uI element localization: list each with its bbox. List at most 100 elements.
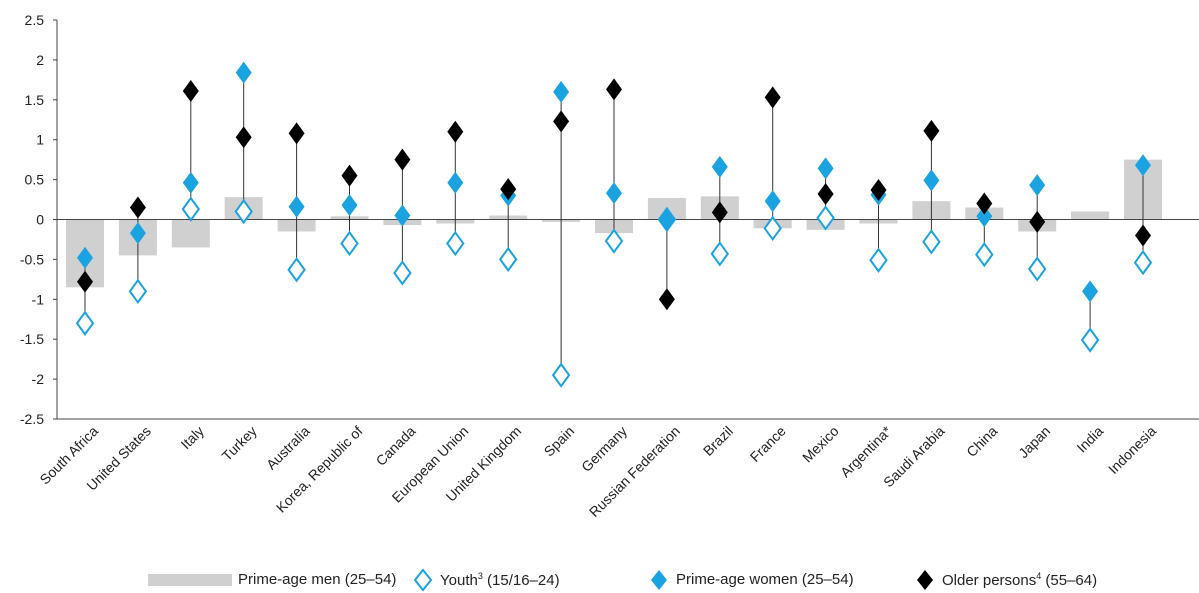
marker-older — [658, 288, 675, 311]
marker-women — [447, 171, 464, 194]
marker-older — [711, 201, 728, 224]
marker-women — [658, 207, 675, 230]
marker-women — [182, 171, 199, 194]
marker-older — [288, 122, 305, 145]
marker-women — [341, 194, 358, 217]
marker-older — [870, 178, 887, 201]
marker-youth — [869, 247, 888, 273]
x-category-label: Canada — [373, 423, 419, 469]
x-category-label: China — [963, 423, 1000, 460]
marker-women — [394, 204, 411, 227]
marker-women — [817, 157, 834, 180]
marker-youth — [551, 362, 571, 388]
marker-women — [1029, 174, 1046, 197]
y-tick-label: -2.5 — [20, 411, 44, 427]
x-category-label: India — [1073, 423, 1106, 456]
x-category-label: Japan — [1015, 423, 1053, 461]
marker-women — [711, 155, 728, 178]
marker-women — [288, 195, 305, 218]
y-tick-label: -1.5 — [20, 331, 44, 347]
marker-women — [764, 190, 781, 213]
legend-item-men: Prime-age men (25–54) — [148, 566, 396, 593]
marker-women — [235, 61, 252, 84]
marker-older — [394, 148, 411, 171]
marker-women — [553, 80, 570, 103]
marker-youth — [1080, 327, 1100, 353]
marker-women — [129, 222, 146, 245]
y-tick-label: 0.5 — [25, 172, 45, 188]
legend: Prime-age men (25–54) Youth3 (15/16–24) … — [0, 566, 1199, 593]
marker-women — [1135, 154, 1151, 177]
marker-older — [923, 119, 940, 142]
y-tick-label: 0 — [36, 212, 44, 228]
marker-older — [553, 110, 570, 133]
marker-women — [1082, 280, 1099, 303]
marker-older — [764, 86, 781, 109]
marker-youth — [1133, 249, 1153, 276]
marker-women — [976, 205, 993, 228]
bar-men — [1071, 211, 1110, 220]
marker-youth — [604, 228, 624, 254]
x-category-label: Australia — [263, 423, 313, 473]
marker-youth — [498, 246, 518, 273]
x-category-label: France — [747, 423, 789, 465]
marker-women — [606, 182, 622, 205]
x-category-label: Brazil — [700, 423, 736, 459]
legend-hollow-diamond-icon — [413, 567, 433, 592]
x-category-label: Indonesia — [1105, 423, 1159, 477]
legend-swatch-bar — [148, 573, 232, 586]
marker-youth — [922, 229, 941, 255]
legend-blue-diamond-icon — [651, 569, 667, 590]
x-category-label: Spain — [541, 423, 578, 460]
y-tick-label: -2 — [32, 371, 45, 387]
marker-youth — [75, 310, 95, 336]
marker-older — [341, 164, 358, 187]
marker-youth — [975, 241, 994, 268]
legend-item-youth: Youth3 (15/16–24) — [412, 566, 560, 593]
marker-youth — [287, 257, 306, 283]
legend-label-women: Prime-age women (25–54) — [676, 571, 854, 588]
x-category-label: Turkey — [219, 423, 260, 464]
y-tick-label: -0.5 — [20, 251, 44, 267]
marker-women — [77, 246, 93, 269]
marker-women — [923, 169, 940, 192]
marker-youth — [710, 241, 730, 267]
legend-item-women: Prime-age women (25–54) — [648, 566, 854, 593]
y-tick-label: -1 — [32, 291, 45, 307]
legend-label-older: Older persons4 (55–64) — [942, 570, 1098, 589]
x-category-label: Russian Federation — [586, 423, 683, 520]
x-category-label: Mexico — [799, 423, 842, 466]
marker-older — [606, 78, 622, 101]
marker-older — [235, 126, 252, 149]
marker-older — [1135, 224, 1151, 247]
legend-label-youth: Youth3 (15/16–24) — [440, 570, 560, 589]
bar-men — [171, 219, 210, 248]
marker-older — [447, 120, 464, 143]
marker-youth — [128, 278, 148, 305]
marker-older — [182, 80, 199, 103]
y-tick-labels: 2.5 2 1.5 1 0.5 0 -0.5 -1 -1.5 -2 -2.5 — [20, 12, 44, 427]
legend-black-diamond-icon — [917, 569, 933, 590]
marker-youth — [816, 205, 835, 231]
y-tick-label: 1 — [36, 132, 44, 148]
marker-older — [817, 182, 834, 205]
y-tick-label: 1.5 — [25, 92, 45, 108]
marker-youth — [393, 260, 412, 286]
marker-youth — [1027, 256, 1047, 282]
y-tick-label: 2.5 — [25, 12, 45, 28]
x-category-label: Germany — [578, 423, 630, 475]
marker-youth — [446, 230, 465, 257]
marker-youth — [763, 215, 782, 241]
marker-youth — [340, 230, 359, 257]
marker-older — [1029, 210, 1046, 233]
marker-older — [129, 196, 146, 219]
legend-label-men: Prime-age men (25–54) — [238, 571, 397, 588]
marker-older — [500, 178, 517, 201]
axes — [53, 19, 1199, 420]
marker-youth — [234, 198, 253, 225]
legend-item-older: Older persons4 (55–64) — [914, 566, 1097, 593]
marker-older — [976, 192, 993, 215]
marker-youth — [181, 196, 201, 222]
